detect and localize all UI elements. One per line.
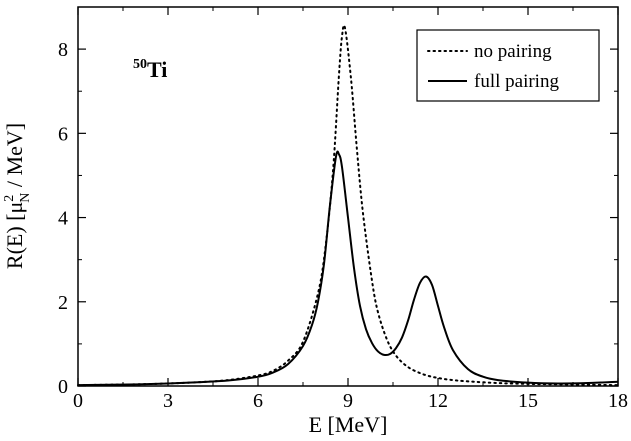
x-tick-label: 6 — [253, 390, 263, 412]
nucleus-mass-number: 50 — [133, 57, 147, 72]
legend-label-full-pairing: full pairing — [474, 71, 559, 92]
y-axis-title-sub: N — [18, 193, 33, 203]
series-line-no-pairing — [77, 24, 619, 387]
y-tick-label: 8 — [58, 39, 68, 61]
y-tick-label: 6 — [58, 123, 68, 145]
x-tick-label: 9 — [343, 390, 353, 412]
x-tick-label: 3 — [163, 390, 173, 412]
legend-box — [416, 29, 600, 102]
y-axis-title: R(E) [μ2N / MeV] — [2, 123, 33, 269]
nucleus-annotation: 50Ti — [133, 57, 167, 82]
legend-label-no-pairing: no pairing — [474, 41, 552, 62]
axis-ticks: 0 3 6 9 12 15 18 0 2 4 6 8 — [58, 6, 628, 412]
x-tick-label: 18 — [608, 390, 628, 412]
y-tick-label: 0 — [58, 376, 68, 398]
y-axis-title-suffix: / MeV] — [2, 123, 27, 193]
x-axis-title: E [MeV] — [309, 412, 388, 437]
x-tick-label: 12 — [428, 390, 448, 412]
series-line-full-pairing — [77, 150, 619, 387]
y-axis-title-prefix: R(E) [μ — [2, 202, 27, 269]
y-tick-label: 2 — [58, 292, 68, 314]
legend: no pairing full pairing — [416, 29, 600, 102]
x-tick-label: 0 — [73, 390, 83, 412]
y-axis-title-sup: 2 — [2, 195, 17, 202]
series-layer — [77, 24, 619, 387]
nucleus-element: Ti — [147, 57, 167, 82]
y-tick-label: 4 — [58, 208, 68, 230]
x-tick-label: 15 — [518, 390, 538, 412]
